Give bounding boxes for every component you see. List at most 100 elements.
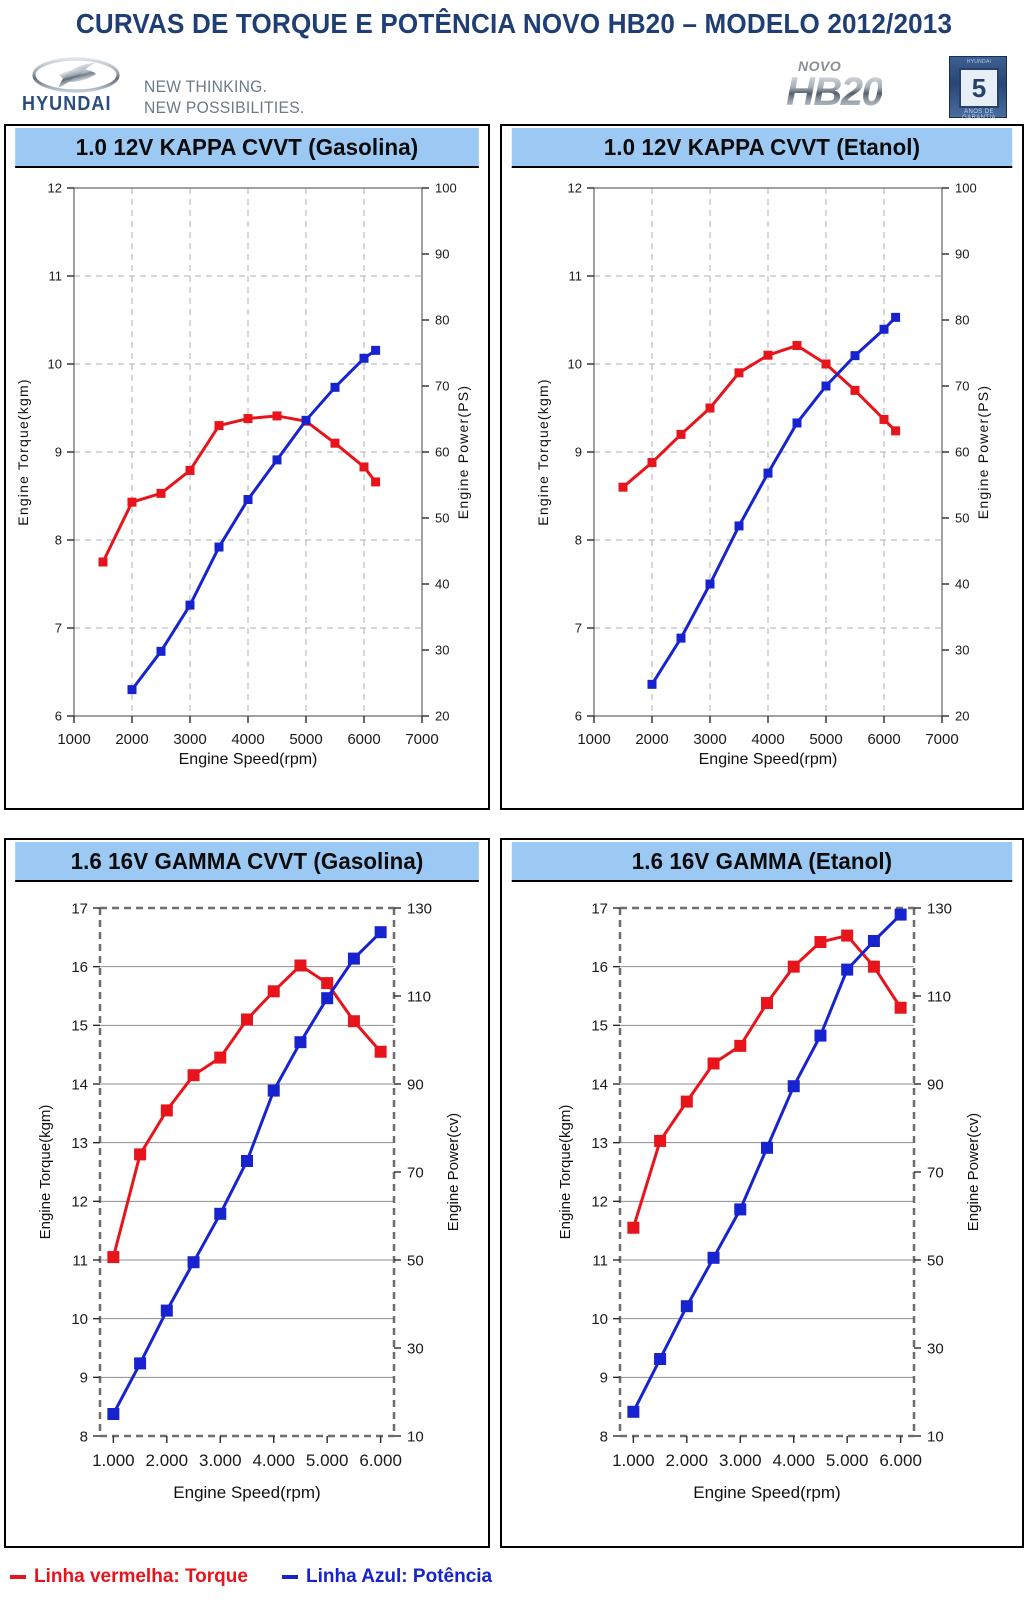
y-axis-tick-label: 16: [591, 959, 608, 976]
y-axis-tick-label: 13: [591, 1135, 608, 1152]
chart-panel-2-plot: 6 7 8 9 10 11 12 20 30 40 50 60 70 80 90 100 1000 2000 300…: [502, 170, 1022, 808]
data-point-marker: [156, 488, 166, 498]
y2-axis-tick-label: 50: [955, 511, 969, 526]
warranty-badge: HYUNDAI 5 ANOS DE GARANTIA: [949, 56, 1007, 121]
data-point-marker: [792, 418, 802, 428]
x-axis-tick-label: 3.000: [199, 1451, 242, 1470]
chart-3-svg: 8 9 10 11 12 13 14 15 16 17 10 30 50 70 90 110 130 1.000 2…: [37, 900, 462, 1502]
y-axis-tick-label: 6: [55, 709, 62, 724]
series-line-potência: [130, 348, 378, 692]
data-point-marker: [841, 929, 854, 942]
y-axis-tick-label: 14: [591, 1076, 608, 1093]
chart-panel-3-plot: 8 9 10 11 12 13 14 15 16 17 10 30 50 70 90 110 130 1.000 2…: [6, 884, 488, 1546]
series-line-torque: [621, 344, 898, 489]
y-axis-tick-label: 15: [591, 1018, 608, 1035]
y-axis-tick-label: 9: [55, 445, 62, 460]
y2-axis-tick-label: 30: [927, 1340, 944, 1357]
x-axis-tick-label: 4000: [751, 731, 784, 748]
x-axis-tick-label: 6000: [867, 731, 900, 748]
x-axis-tick-label: 3000: [173, 731, 206, 748]
data-point-marker: [374, 926, 387, 939]
y2-axis-tick-label: 90: [927, 1076, 944, 1093]
series-line-torque: [111, 963, 383, 1259]
y2-axis-tick-label: 100: [435, 181, 457, 196]
y2-axis-tick-label: 50: [407, 1252, 424, 1269]
y-axis-tick-label: 8: [600, 1428, 608, 1445]
x-axis-title: Engine Speed(rpm): [693, 1483, 840, 1502]
y2-axis-tick-label: 100: [955, 181, 977, 196]
y2-axis-tick-label: 10: [407, 1428, 424, 1445]
data-point-marker: [185, 465, 195, 475]
data-point-marker: [891, 312, 901, 322]
data-point-marker: [676, 633, 686, 643]
x-axis-title: Engine Speed(rpm): [179, 751, 318, 768]
data-point-marker: [243, 495, 253, 505]
y2-axis-tick-label: 110: [407, 988, 431, 1005]
x-axis-tick-label: 2.000: [666, 1451, 709, 1470]
chart-panel-1-plot: 6 7 8 9 10 11 12 20 30 40 50 60 70 80 90 100 1000 2000 300…: [6, 170, 488, 808]
data-point-marker: [763, 468, 773, 478]
y2-axis-tick-label: 10: [927, 1428, 944, 1445]
y2-axis-title: Engine Power(PS): [455, 385, 471, 519]
x-axis-tick-label: 5.000: [306, 1451, 349, 1470]
chart-1-svg: 6 7 8 9 10 11 12 20 30 40 50 60 70 80 90 100 1000 2000 300…: [15, 181, 471, 768]
y2-axis-tick-label: 30: [955, 643, 969, 658]
data-point-marker: [879, 324, 889, 334]
data-point-marker: [894, 1001, 907, 1014]
data-point-marker: [734, 368, 744, 378]
chart-3-group: 8 9 10 11 12 13 14 15 16 17 10 30 50 70 90 110 130 1.000 2…: [37, 900, 462, 1502]
x-axis-tick-label: 6.000: [359, 1451, 402, 1470]
y-axis-tick-label: 8: [55, 533, 62, 548]
data-point-marker: [267, 985, 280, 998]
data-point-marker: [894, 908, 907, 921]
data-point-marker: [134, 1148, 147, 1161]
legend-item-torque: Linha vermelha: Torque: [10, 1566, 248, 1588]
data-point-marker: [134, 1357, 147, 1370]
x-axis-tick-label: 1000: [577, 731, 610, 748]
data-point-marker: [321, 977, 334, 990]
x-axis-tick-label: 6.000: [879, 1451, 922, 1470]
legend-power-label: Linha Azul: Potência: [305, 1566, 493, 1587]
hyundai-slogan-line2: NEW POSSIBILITIES.: [144, 98, 305, 117]
chart-panel-2-title: 1.0 12V KAPPA CVVT (Etanol): [511, 128, 1013, 168]
y2-axis-tick-label: 40: [955, 577, 969, 592]
hb20-wordmark: HB20: [786, 70, 884, 114]
series-line-potência: [631, 913, 903, 1414]
chart-2-svg: 6 7 8 9 10 11 12 20 30 40 50 60 70 80 90 100 1000 2000 300…: [535, 181, 991, 768]
y2-axis-tick-label: 20: [435, 709, 449, 724]
data-point-marker: [792, 341, 802, 351]
data-point-marker: [761, 1141, 773, 1154]
data-point-marker: [214, 421, 224, 431]
data-point-marker: [187, 1069, 200, 1082]
y2-axis-tick-label: 90: [955, 247, 969, 262]
data-point-marker: [267, 1084, 280, 1097]
legend-blue-dash-icon: [281, 1575, 298, 1579]
data-point-marker: [680, 1095, 693, 1108]
y-axis-title: Engine Torque(kgm): [557, 1105, 574, 1240]
data-point-marker: [359, 353, 369, 363]
x-axis-tick-label: 6000: [347, 731, 380, 748]
y-axis-tick-label: 6: [575, 709, 582, 724]
y2-axis-title: Engine Power(cv): [965, 1113, 982, 1231]
data-point-marker: [98, 557, 108, 567]
data-point-marker: [821, 381, 831, 391]
data-point-marker: [814, 1029, 827, 1042]
x-axis-tick-label: 7000: [925, 731, 958, 748]
y-axis-tick-label: 16: [71, 959, 88, 976]
data-point-marker: [787, 960, 800, 973]
hyundai-h-emblem-icon: [32, 57, 120, 93]
y-axis-tick-label: 17: [591, 900, 608, 917]
x-axis-tick-label: 2000: [635, 731, 668, 748]
y2-axis-tick-label: 90: [435, 247, 449, 262]
y2-axis-tick-label: 70: [927, 1164, 944, 1181]
data-point-marker: [371, 345, 381, 355]
y2-axis-tick-label: 80: [955, 313, 969, 328]
data-point-marker: [160, 1304, 173, 1317]
data-point-marker: [243, 414, 253, 424]
data-point-marker: [107, 1408, 120, 1420]
y-axis-tick-label: 12: [568, 181, 582, 196]
y2-axis-tick-label: 80: [435, 313, 449, 328]
x-axis-tick-label: 5000: [289, 731, 322, 748]
hb20-logo: NOVO HB20: [786, 58, 926, 114]
